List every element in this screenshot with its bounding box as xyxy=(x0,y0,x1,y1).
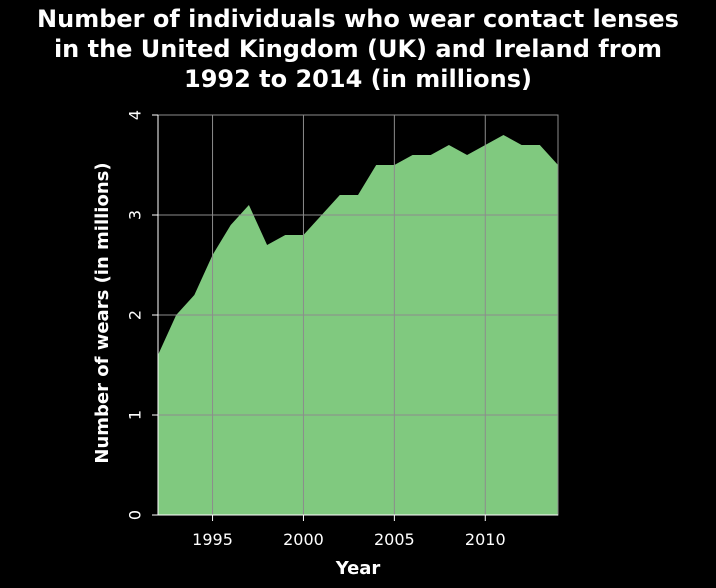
x-tick-label: 2000 xyxy=(283,530,324,549)
y-tick-label: 1 xyxy=(126,410,145,420)
x-tick-label: 2005 xyxy=(374,530,415,549)
x-tick-label: 2010 xyxy=(465,530,506,549)
x-tick-label: 1995 xyxy=(192,530,233,549)
y-tick-label: 3 xyxy=(126,210,145,220)
y-axis-label: Number of wears (in millions) xyxy=(92,162,113,463)
chart-title-line-3: 1992 to 2014 (in millions) xyxy=(184,65,532,93)
chart-title-line-2: in the United Kingdom (UK) and Ireland f… xyxy=(53,35,663,63)
y-tick-label: 4 xyxy=(126,110,145,120)
y-tick-label: 0 xyxy=(126,510,145,520)
x-axis-label: Year xyxy=(335,558,381,579)
chart-title: Number of individuals who wear contact l… xyxy=(0,4,716,94)
series-area xyxy=(158,135,558,515)
y-tick-label: 2 xyxy=(126,310,145,320)
chart-title-line-1: Number of individuals who wear contact l… xyxy=(37,5,679,33)
